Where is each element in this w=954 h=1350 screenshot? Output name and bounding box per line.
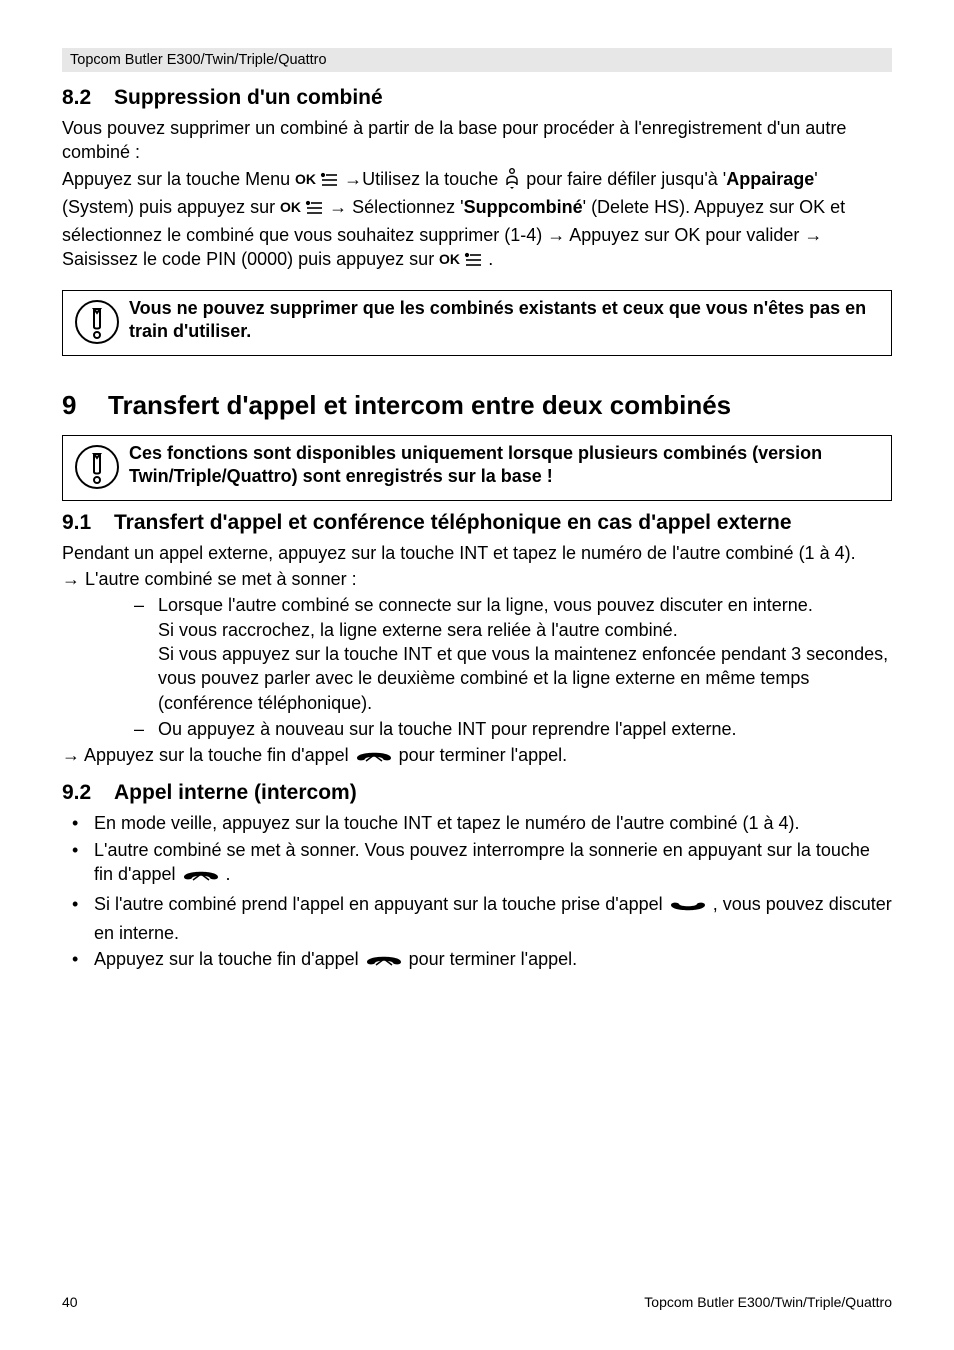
footer: 40 Topcom Butler E300/Twin/Triple/Quattr… <box>62 1294 892 1310</box>
bullet: • <box>72 947 78 971</box>
para: Appuyez sur la touche Menu OK →Utilisez … <box>62 167 892 276</box>
hangup-icon <box>181 866 221 890</box>
bullet: • <box>72 838 78 862</box>
para: Vous pouvez supprimer un combiné à parti… <box>62 116 892 165</box>
heading-num: 9.1 <box>62 511 114 535</box>
text: → Sélectionnez ' <box>324 197 464 217</box>
heading-title: Transfert d'appel et conférence téléphon… <box>114 511 792 535</box>
svg-text:OK: OK <box>295 171 316 187</box>
text: Si vous raccrochez, la ligne externe ser… <box>158 618 892 642</box>
text: Ou appuyez à nouveau sur la touche INT p… <box>158 719 736 739</box>
list-item: •L'autre combiné se met à sonner. Vous p… <box>94 838 892 891</box>
heading-9: 9 Transfert d'appel et intercom entre de… <box>62 390 892 421</box>
list-item: – Ou appuyez à nouveau sur la touche INT… <box>158 717 892 741</box>
heading-num: 9.2 <box>62 781 114 805</box>
info-icon <box>69 442 125 490</box>
heading-8-2: 8.2 Suppression d'un combiné <box>62 86 892 110</box>
text: En mode veille, appuyez sur la touche IN… <box>94 813 800 833</box>
text: →Utilisez la touche <box>339 169 503 189</box>
svg-text:OK: OK <box>280 199 301 215</box>
list-item: •Appuyez sur la touche fin d'appel pour … <box>94 947 892 975</box>
text: Appuyez sur la touche fin d'appel <box>94 949 364 969</box>
heading-num: 9 <box>62 390 108 421</box>
bold: Suppcombiné <box>464 197 583 217</box>
text: Si vous appuyez sur la touche INT et que… <box>158 642 892 715</box>
ok-menu-icon: OK <box>439 249 483 275</box>
text: Si l'autre combiné prend l'appel en appu… <box>94 894 668 914</box>
heading-title: Transfert d'appel et intercom entre deux… <box>108 390 731 421</box>
header-product: Topcom Butler E300/Twin/Triple/Quattro <box>70 52 327 68</box>
dash: – <box>134 593 144 617</box>
heading-title: Appel interne (intercom) <box>114 781 357 805</box>
section-9-1-body: Pendant un appel externe, appuyez sur la… <box>62 541 892 772</box>
text: pour terminer l'appel. <box>394 745 568 765</box>
para: → L'autre combiné se met à sonner : <box>62 567 892 591</box>
hangup-icon <box>354 747 394 771</box>
para: Pendant un appel externe, appuyez sur la… <box>62 541 892 565</box>
heading-num: 8.2 <box>62 86 114 110</box>
header-bar: Topcom Butler E300/Twin/Triple/Quattro <box>62 48 892 72</box>
bullet: • <box>72 892 78 916</box>
hangup-icon <box>364 951 404 975</box>
note-box: Vous ne pouvez supprimer que les combiné… <box>62 290 892 356</box>
text: Appuyez sur la touche Menu <box>62 169 295 189</box>
section-9-2-body: • En mode veille, appuyez sur la touche I… <box>62 811 892 975</box>
dash-list: – Lorsque l'autre combiné se connecte su… <box>62 593 892 741</box>
para: → Appuyez sur la touche fin d'appel pour… <box>62 743 892 771</box>
page-number: 40 <box>62 1294 78 1310</box>
text: pour faire défiler jusqu'à ' <box>521 169 726 189</box>
text: → Appuyez sur la touche fin d'appel <box>62 745 354 765</box>
page: Topcom Butler E300/Twin/Triple/Quattro 8… <box>0 0 954 1350</box>
scroll-icon <box>503 167 521 195</box>
text: . <box>221 864 231 884</box>
text: pour terminer l'appel. <box>404 949 578 969</box>
text: . <box>483 249 493 269</box>
heading-9-2: 9.2 Appel interne (intercom) <box>62 781 892 805</box>
heading-9-1: 9.1 Transfert d'appel et conférence télé… <box>62 511 892 535</box>
bullet: • <box>72 811 78 835</box>
list-item: •Si l'autre combiné prend l'appel en app… <box>94 892 892 945</box>
text: Lorsque l'autre combiné se connecte sur … <box>158 595 813 615</box>
note-box: Ces fonctions sont disponibles uniquemen… <box>62 435 892 501</box>
bold: Appairage <box>726 169 814 189</box>
svg-text:OK: OK <box>439 251 460 267</box>
footer-product: Topcom Butler E300/Twin/Triple/Quattro <box>644 1294 892 1310</box>
note-text: Ces fonctions sont disponibles uniquemen… <box>125 442 881 489</box>
pickup-icon <box>668 896 708 920</box>
heading-title: Suppression d'un combiné <box>114 86 383 110</box>
list-item: – Lorsque l'autre combiné se connecte su… <box>158 593 892 714</box>
ok-menu-icon: OK <box>295 169 339 195</box>
ok-menu-icon: OK <box>280 197 324 223</box>
note-text: Vous ne pouvez supprimer que les combiné… <box>125 297 881 344</box>
dash: – <box>134 717 144 741</box>
section-8-2-body: Vous pouvez supprimer un combiné à parti… <box>62 116 892 276</box>
list-item: •En mode veille, appuyez sur la touche I… <box>94 811 892 835</box>
bullet-list: • En mode veille, appuyez sur la touche I… <box>62 811 892 975</box>
info-icon <box>69 297 125 345</box>
